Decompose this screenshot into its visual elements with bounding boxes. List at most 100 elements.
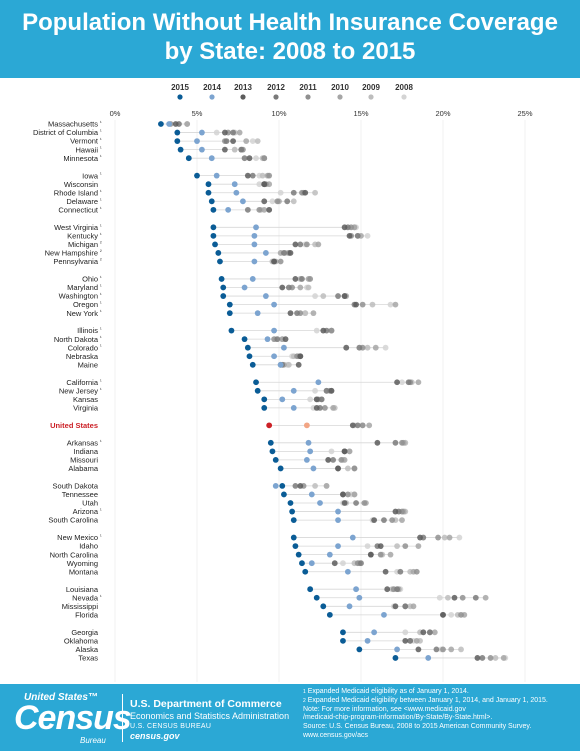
state-label-idaho: Idaho bbox=[79, 542, 98, 551]
dot-kansas-2015 bbox=[261, 396, 268, 403]
dot-idaho-2015 bbox=[292, 543, 299, 549]
dot-louisiana-2013 bbox=[384, 586, 391, 593]
footnote-mark-hawaii: ¹ bbox=[100, 146, 102, 152]
dot-alaska-2012 bbox=[433, 646, 440, 653]
state-label-tennessee: Tennessee bbox=[62, 490, 98, 499]
dot-iowa-2009 bbox=[259, 172, 266, 179]
dot-massachusetts-2010 bbox=[184, 121, 191, 127]
dot-oregon-2010 bbox=[392, 301, 399, 308]
dot-illinois-2011 bbox=[328, 327, 335, 334]
dot-alaska-2011 bbox=[440, 646, 446, 653]
dot-alaska-2014 bbox=[394, 646, 400, 653]
dot-minnesota-2011 bbox=[261, 155, 268, 162]
dot-colorado-2010 bbox=[372, 344, 379, 351]
dot-wyoming-2008 bbox=[340, 560, 346, 567]
legend-dot-2011 bbox=[305, 94, 311, 100]
state-label-virginia: Virginia bbox=[73, 404, 99, 413]
dot-georgia-2015 bbox=[340, 629, 346, 636]
dot-texas-2014 bbox=[425, 655, 432, 661]
dot-nevada-2013 bbox=[451, 594, 458, 601]
dot-delaware-2014 bbox=[240, 198, 246, 205]
dot-kansas-2013 bbox=[313, 396, 320, 403]
dot-pennsylvania-2014 bbox=[251, 258, 258, 265]
dot-kentucky-2013 bbox=[346, 232, 353, 239]
footnote-mark-pennsylvania: ² bbox=[100, 258, 102, 264]
footer-divider bbox=[122, 694, 123, 742]
agency-website[interactable]: census.gov bbox=[130, 731, 180, 741]
dot-indiana-2013 bbox=[341, 448, 348, 455]
dot-hawaii-2014 bbox=[199, 146, 205, 153]
dot-florida-2013 bbox=[440, 611, 446, 618]
dot-alabama-2011 bbox=[351, 465, 358, 472]
dot-new-mexico-2009 bbox=[441, 534, 448, 541]
dot-ohio-2015 bbox=[218, 276, 225, 282]
dot-maine-2014 bbox=[277, 361, 284, 368]
footnote-mark-michigan: ² bbox=[100, 240, 102, 246]
dot-florida-2008 bbox=[448, 611, 455, 618]
agency-bureau: U.S. CENSUS BUREAU bbox=[130, 723, 212, 730]
dot-georgia-2014 bbox=[371, 629, 378, 636]
state-label-alaska: Alaska bbox=[75, 645, 98, 654]
dot-louisiana-2015 bbox=[307, 586, 314, 593]
footnote-mark-washington: ¹ bbox=[100, 292, 102, 298]
dot-north-carolina-2010 bbox=[387, 551, 394, 558]
dot-united-states-2012 bbox=[354, 422, 361, 429]
dot-south-carolina-2012 bbox=[381, 517, 387, 523]
dot-kansas-2008 bbox=[307, 396, 314, 403]
dot-colorado-2014 bbox=[281, 344, 287, 351]
dot-maryland-2014 bbox=[241, 284, 248, 291]
legend-label-2010: 2010 bbox=[331, 83, 349, 92]
dot-tennessee-2015 bbox=[281, 491, 287, 498]
dot-washington-2009 bbox=[320, 293, 327, 299]
dot-montana-2013 bbox=[382, 568, 389, 575]
x-tick-label-15: 15% bbox=[353, 109, 368, 118]
state-label-washington: Washington bbox=[59, 292, 98, 301]
dot-utah-2013 bbox=[341, 500, 348, 506]
dot-iowa-2013 bbox=[244, 172, 251, 179]
dot-delaware-2015 bbox=[208, 198, 215, 205]
x-tick-label-10: 10% bbox=[271, 109, 286, 118]
dot-new-york-2009 bbox=[302, 310, 309, 317]
dot-idaho-2009 bbox=[394, 543, 400, 549]
dot-california-2008 bbox=[399, 379, 405, 386]
dot-iowa-2011 bbox=[266, 172, 273, 179]
dot-washington-2014 bbox=[262, 293, 269, 299]
dot-oregon-2008 bbox=[387, 301, 394, 308]
footnote-1-mark: 1 bbox=[303, 689, 306, 695]
footnote-mark-arkansas: ¹ bbox=[100, 439, 102, 445]
footnote-mark-new-york: ¹ bbox=[100, 309, 102, 315]
dot-missouri-2014 bbox=[303, 457, 310, 463]
dot-missouri-2015 bbox=[272, 457, 279, 463]
dot-kentucky-2008 bbox=[364, 232, 371, 239]
dot-michigan-2014 bbox=[251, 241, 258, 248]
state-label-colorado: Colorado bbox=[68, 343, 98, 352]
footnote-note-line-2[interactable]: /medicaid-chip-program-information/By-St… bbox=[303, 714, 493, 722]
state-label-hawaii: Hawaii bbox=[75, 145, 98, 154]
dot-minnesota-2013 bbox=[246, 155, 253, 162]
legend-label-2015: 2015 bbox=[171, 83, 189, 92]
footnote-mark-west-virginia: ¹ bbox=[100, 223, 102, 229]
dot-utah-2012 bbox=[353, 500, 359, 506]
dot-nebraska-2014 bbox=[271, 353, 277, 360]
dot-georgia-2010 bbox=[431, 629, 438, 636]
dot-wyoming-2014 bbox=[308, 560, 315, 567]
dot-wyoming-2015 bbox=[299, 560, 305, 567]
dot-new-hampshire-2013 bbox=[287, 250, 294, 256]
dot-florida-2011 bbox=[458, 611, 464, 618]
dot-north-dakota-2015 bbox=[241, 336, 248, 343]
dot-new-york-2014 bbox=[254, 310, 261, 317]
dot-mississippi-2012 bbox=[402, 603, 409, 610]
footnote-mark-maryland: ¹ bbox=[100, 284, 102, 290]
dot-illinois-2014 bbox=[271, 327, 277, 334]
state-label-arkansas: Arkansas bbox=[67, 438, 99, 447]
dot-california-2014 bbox=[315, 379, 322, 386]
legend-dot-2015 bbox=[177, 94, 183, 100]
state-label-arizona: Arizona bbox=[73, 507, 99, 516]
footnote-mark-new-mexico: ¹ bbox=[100, 534, 102, 540]
dot-texas-2012 bbox=[479, 655, 486, 661]
footnote-source-url[interactable]: www.census.gov/acs bbox=[303, 731, 368, 739]
dot-rhode-island-2013 bbox=[302, 189, 309, 196]
state-label-florida: Florida bbox=[75, 610, 99, 619]
dot-mississippi-2010 bbox=[410, 603, 417, 610]
state-label-wyoming: Wyoming bbox=[67, 559, 98, 568]
